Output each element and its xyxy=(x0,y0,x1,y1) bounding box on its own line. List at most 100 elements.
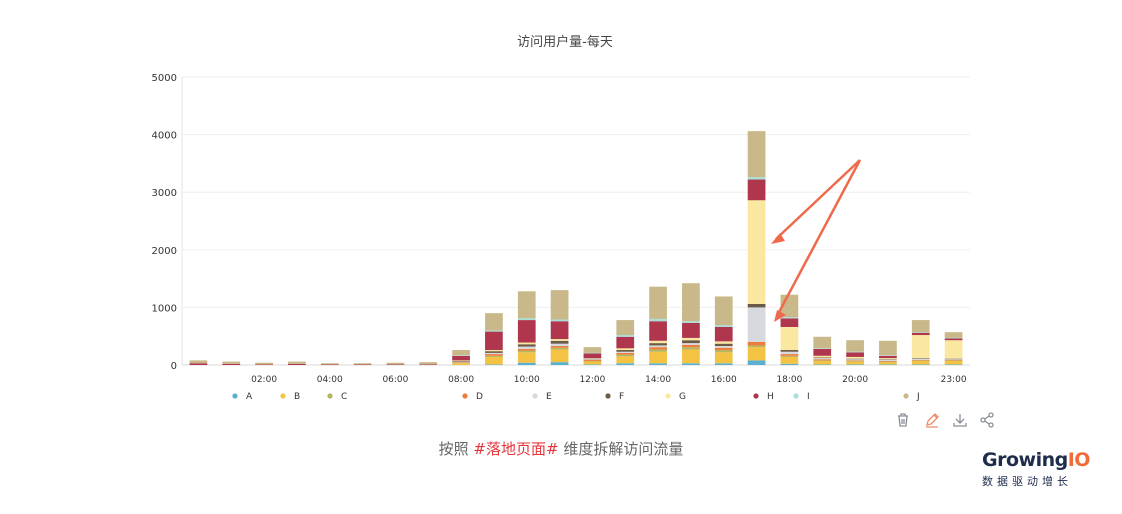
bar-segment-J xyxy=(353,363,372,365)
bar-segment-F xyxy=(682,340,700,344)
bar-segment-F xyxy=(813,357,832,359)
bar-segment-G xyxy=(485,350,503,352)
bar-segment-B xyxy=(846,361,864,365)
bar-segment-F xyxy=(846,358,864,360)
bar-segment-J xyxy=(616,320,635,336)
bar-segment-G xyxy=(813,355,832,358)
bar-segment-F xyxy=(485,351,503,353)
bar-segment-H xyxy=(550,321,569,340)
bar-segment-H xyxy=(879,355,897,359)
x-tick-label: 23:00 xyxy=(941,375,967,385)
bar-segment-J xyxy=(682,283,700,322)
bar-segment-C xyxy=(911,360,930,361)
bar-segment-H xyxy=(419,364,438,365)
bar-segment-B xyxy=(583,361,602,365)
x-tick-label: 18:00 xyxy=(776,375,802,385)
bar-segment-D xyxy=(813,359,832,361)
annotation-arrowhead xyxy=(771,233,785,244)
bar-segment-A xyxy=(813,364,832,365)
bar-segment-G xyxy=(452,360,470,361)
bar-segment-C xyxy=(879,361,897,363)
bar-segment-H xyxy=(616,336,635,349)
bar-segment-C xyxy=(583,360,602,362)
bar-segment-I xyxy=(452,355,470,356)
brand-name: GrowingIO xyxy=(982,449,1102,471)
x-tick-label: 12:00 xyxy=(579,375,605,385)
bar-segment-E xyxy=(616,351,635,353)
bar-segment-C xyxy=(682,347,700,350)
bar-segment-C xyxy=(616,354,635,357)
y-tick-label: 3000 xyxy=(152,188,177,199)
bar-segment-G xyxy=(879,358,897,360)
bar-segment-J xyxy=(550,290,569,320)
bar-segment-F xyxy=(583,358,602,360)
bar-segment-E xyxy=(813,358,832,360)
bar-segment-H xyxy=(288,363,306,365)
bar-segment-C xyxy=(846,360,864,362)
bar-segment-E xyxy=(583,359,602,360)
bar-segment-A xyxy=(682,363,700,365)
bar-segment-J xyxy=(813,336,832,349)
brand-slogan: 数据驱动增长 xyxy=(982,475,1072,488)
bar-segment-E xyxy=(682,343,700,345)
bar-segment-B xyxy=(485,356,503,365)
x-tick-label: 14:00 xyxy=(645,375,671,385)
bar-segment-H xyxy=(386,364,405,365)
trash-icon[interactable] xyxy=(894,411,912,429)
bar-segment-J xyxy=(222,361,241,364)
bar-segment-A xyxy=(780,363,799,365)
bar-segment-G xyxy=(583,358,602,359)
bar-segment-J xyxy=(288,361,306,364)
legend-swatch xyxy=(532,393,538,399)
bar-segment-A xyxy=(879,364,897,365)
bar-segment-I xyxy=(846,351,864,353)
download-icon[interactable] xyxy=(951,411,969,429)
bar-segment-H xyxy=(189,363,208,365)
chart-card: 访问用户量-每天 0 1000 2000 3000 4000 5000 02:00 04:00… xyxy=(130,0,1000,405)
bar-segment-J xyxy=(320,363,339,365)
bar-segment-H xyxy=(682,322,700,338)
bar-segment-D xyxy=(780,354,799,356)
bar-segment-D xyxy=(879,360,897,362)
bar-segment-H xyxy=(320,364,339,365)
bar-segment-H xyxy=(649,321,667,341)
bar-segment-I xyxy=(616,335,635,337)
legend-label: B xyxy=(294,392,300,402)
bar-segment-E xyxy=(747,307,766,342)
bar-segment-I xyxy=(485,330,503,332)
x-tick-label: 08:00 xyxy=(448,375,474,385)
bar-segment-C xyxy=(944,360,963,361)
bar-segment-J xyxy=(747,131,766,178)
bar-segment-B xyxy=(616,356,635,364)
bar-segment-C xyxy=(813,360,832,361)
bar-segment-E xyxy=(550,343,569,346)
caption-highlight: #落地页面# xyxy=(473,440,559,458)
legend-swatch xyxy=(665,393,671,399)
bar-segment-G xyxy=(747,200,766,304)
annotation-arrow-line xyxy=(775,159,862,317)
bar-segment-J xyxy=(485,313,503,331)
legend-swatch xyxy=(280,393,286,399)
legend-label: A xyxy=(246,392,253,402)
caption-suffix: 维度拆解访问流量 xyxy=(558,440,684,458)
bar-segment-I xyxy=(550,319,569,322)
bar-segment-B xyxy=(747,347,766,361)
legend-label: E xyxy=(546,392,552,402)
bar-segment-B xyxy=(714,352,733,364)
share-icon[interactable] xyxy=(978,411,996,429)
bar-segment-H xyxy=(714,326,733,342)
legend-label: I xyxy=(807,392,810,402)
legend-swatch xyxy=(753,393,759,399)
legend-swatch xyxy=(605,393,611,399)
bar-segment-D xyxy=(682,344,700,348)
legend-swatch xyxy=(903,393,909,399)
bar-segment-F xyxy=(517,344,536,347)
bar-segment-F xyxy=(452,360,470,362)
bar-segment-D xyxy=(583,359,602,361)
bar-segment-I xyxy=(813,348,832,349)
bar-segment-A xyxy=(550,362,569,365)
pencil-icon[interactable] xyxy=(923,411,941,429)
bar-segment-F xyxy=(616,350,635,352)
legend-swatch xyxy=(793,393,799,399)
bar-segment-D xyxy=(944,359,963,361)
